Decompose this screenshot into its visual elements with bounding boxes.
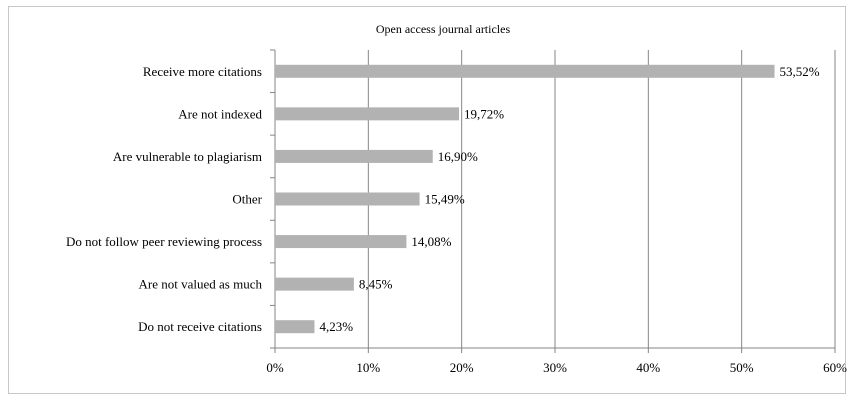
x-tick-label: 30% — [543, 360, 567, 375]
bar — [275, 235, 407, 249]
category-label: Are not indexed — [178, 106, 262, 121]
bar — [275, 149, 433, 163]
data-label: 53,52% — [780, 64, 820, 79]
data-label: 8,45% — [359, 277, 393, 292]
category-label: Do not receive citations — [138, 319, 262, 334]
data-label: 15,49% — [425, 192, 465, 207]
category-label: Other — [232, 192, 262, 207]
category-label: Are not valued as much — [139, 277, 263, 292]
chart-title: Open access journal articles — [376, 22, 511, 36]
bar — [275, 107, 460, 121]
x-tick-label: 40% — [636, 360, 660, 375]
x-tick-label: 60% — [823, 360, 847, 375]
bar — [275, 277, 354, 291]
x-tick-label: 20% — [450, 360, 474, 375]
bar — [275, 320, 315, 334]
category-label: Are vulnerable to plagiarism — [113, 149, 262, 164]
data-label: 16,90% — [438, 149, 478, 164]
data-label: 4,23% — [319, 319, 353, 334]
category-label: Do not follow peer reviewing process — [66, 234, 262, 249]
x-tick-label: 0% — [266, 360, 284, 375]
data-label: 14,08% — [411, 234, 451, 249]
bar — [275, 192, 420, 206]
bar — [275, 64, 775, 78]
x-tick-label: 10% — [356, 360, 380, 375]
x-tick-label: 50% — [730, 360, 754, 375]
data-label: 19,72% — [464, 106, 504, 121]
category-label: Receive more citations — [143, 64, 262, 79]
